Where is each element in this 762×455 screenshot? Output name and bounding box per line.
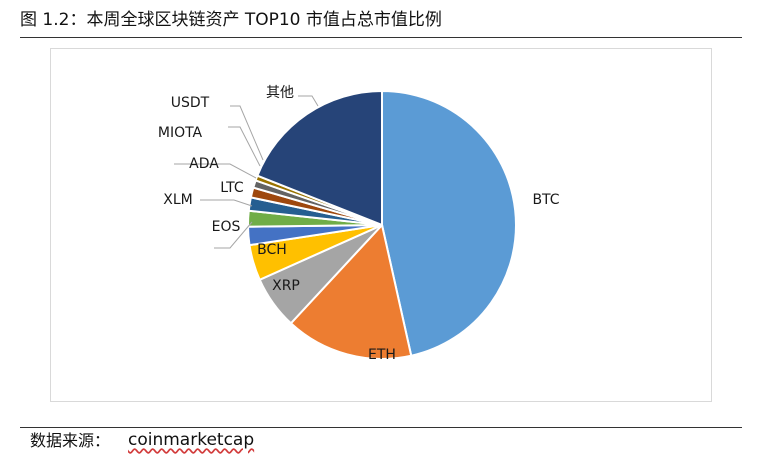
data-label-miota: MIOTA	[158, 125, 203, 141]
data-label-其他: 其他	[266, 85, 294, 101]
leader-line-其他	[298, 95, 319, 107]
pie-slice-eth	[289, 222, 413, 360]
leader-line-eos	[214, 221, 253, 249]
source-value: coinmarketcap	[128, 430, 255, 450]
leader-line-ada	[174, 163, 257, 179]
data-label-ada: ADA	[189, 156, 219, 172]
source-rule	[20, 427, 742, 428]
data-label-ltc: LTC	[220, 180, 244, 196]
leader-line-usdt	[230, 105, 264, 161]
pie-slice-其他	[256, 89, 383, 227]
leader-line-xlm	[200, 199, 253, 207]
data-label-xlm: XLM	[163, 192, 192, 208]
data-label-bch: BCH	[257, 242, 287, 258]
chart-frame	[50, 48, 712, 402]
title-rule	[20, 37, 742, 38]
source-label: 数据来源：	[30, 431, 111, 450]
figure-title: 图 1.2：本周全球区块链资产 TOP10 市值占总市值比例	[20, 10, 442, 30]
data-label-btc: BTC	[532, 192, 559, 208]
data-label-eos: EOS	[212, 219, 241, 235]
data-label-usdt: USDT	[171, 95, 210, 111]
pie-slice-btc	[381, 89, 517, 357]
data-label-eth: ETH	[368, 347, 396, 363]
data-label-xrp: XRP	[272, 278, 300, 294]
leader-line-miota	[228, 126, 261, 167]
